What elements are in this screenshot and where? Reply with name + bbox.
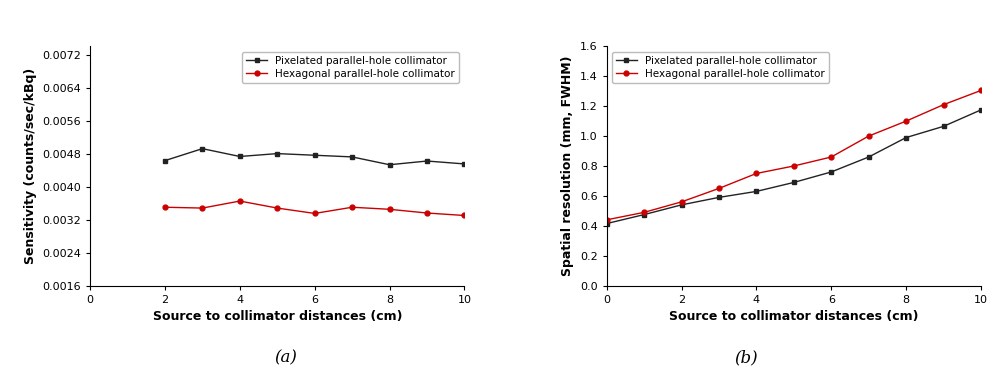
Pixelated parallel-hole collimator — [196, 146, 208, 151]
Line: Pixelated parallel-hole collimator: Pixelated parallel-hole collimator — [162, 146, 466, 167]
Pixelated parallel-hole collimator — [900, 135, 912, 140]
Pixelated parallel-hole collimator — [159, 158, 171, 163]
Hexagonal parallel-hole collimator — [308, 211, 320, 216]
Hexagonal parallel-hole collimator — [159, 205, 171, 210]
Hexagonal parallel-hole collimator — [346, 205, 358, 210]
Pixelated parallel-hole collimator — [638, 212, 650, 217]
Pixelated parallel-hole collimator — [458, 162, 470, 166]
X-axis label: Source to collimator distances (cm): Source to collimator distances (cm) — [669, 310, 919, 323]
Hexagonal parallel-hole collimator — [863, 134, 875, 138]
Pixelated parallel-hole collimator — [308, 153, 320, 157]
Hexagonal parallel-hole collimator — [713, 186, 725, 191]
Pixelated parallel-hole collimator — [234, 154, 246, 159]
Line: Pixelated parallel-hole collimator: Pixelated parallel-hole collimator — [605, 107, 983, 226]
Pixelated parallel-hole collimator — [713, 195, 725, 200]
Text: (b): (b) — [734, 350, 758, 367]
Line: Hexagonal parallel-hole collimator: Hexagonal parallel-hole collimator — [605, 88, 983, 222]
X-axis label: Source to collimator distances (cm): Source to collimator distances (cm) — [152, 310, 402, 323]
Pixelated parallel-hole collimator — [676, 203, 688, 207]
Pixelated parallel-hole collimator — [751, 189, 763, 194]
Hexagonal parallel-hole collimator — [383, 207, 395, 212]
Pixelated parallel-hole collimator — [975, 108, 987, 112]
Y-axis label: Sensitivity (counts/sec/kBq): Sensitivity (counts/sec/kBq) — [24, 68, 37, 264]
Legend: Pixelated parallel-hole collimator, Hexagonal parallel-hole collimator: Pixelated parallel-hole collimator, Hexa… — [612, 51, 829, 83]
Text: (a): (a) — [274, 350, 296, 367]
Pixelated parallel-hole collimator — [825, 170, 837, 174]
Hexagonal parallel-hole collimator — [938, 102, 950, 107]
Hexagonal parallel-hole collimator — [458, 213, 470, 218]
Pixelated parallel-hole collimator — [938, 124, 950, 129]
Hexagonal parallel-hole collimator — [676, 200, 688, 204]
Hexagonal parallel-hole collimator — [234, 199, 246, 203]
Pixelated parallel-hole collimator — [346, 154, 358, 159]
Hexagonal parallel-hole collimator — [900, 119, 912, 124]
Hexagonal parallel-hole collimator — [638, 210, 650, 215]
Hexagonal parallel-hole collimator — [788, 164, 800, 168]
Pixelated parallel-hole collimator — [271, 151, 283, 156]
Hexagonal parallel-hole collimator — [975, 88, 987, 93]
Y-axis label: Spatial resolution (mm, FWHM): Spatial resolution (mm, FWHM) — [562, 56, 575, 276]
Line: Hexagonal parallel-hole collimator: Hexagonal parallel-hole collimator — [162, 199, 466, 218]
Pixelated parallel-hole collimator — [383, 163, 395, 167]
Hexagonal parallel-hole collimator — [271, 206, 283, 210]
Hexagonal parallel-hole collimator — [421, 211, 433, 215]
Pixelated parallel-hole collimator — [601, 221, 613, 226]
Legend: Pixelated parallel-hole collimator, Hexagonal parallel-hole collimator: Pixelated parallel-hole collimator, Hexa… — [242, 51, 459, 83]
Hexagonal parallel-hole collimator — [751, 171, 763, 176]
Hexagonal parallel-hole collimator — [601, 218, 613, 222]
Pixelated parallel-hole collimator — [863, 155, 875, 159]
Pixelated parallel-hole collimator — [788, 180, 800, 185]
Pixelated parallel-hole collimator — [421, 159, 433, 163]
Hexagonal parallel-hole collimator — [825, 155, 837, 159]
Hexagonal parallel-hole collimator — [196, 206, 208, 210]
